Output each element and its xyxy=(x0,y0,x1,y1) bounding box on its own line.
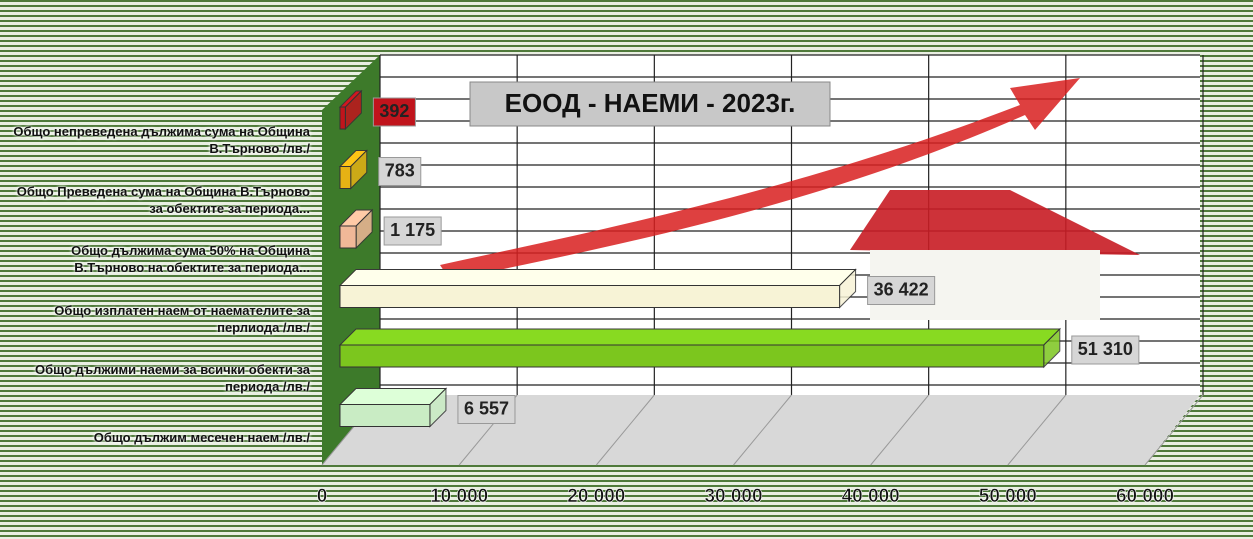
x-tick-label: 20 000 xyxy=(567,486,625,507)
value-label: 783 xyxy=(385,160,415,180)
value-label: 36 422 xyxy=(874,279,929,299)
bar-top xyxy=(338,269,857,286)
title-box xyxy=(469,81,831,127)
grid-line xyxy=(733,394,792,466)
category-label: Общо дължима сума 50% на Община В.Търнов… xyxy=(71,243,310,275)
value-label-box xyxy=(1071,335,1140,365)
x-tick-label: 50 000 xyxy=(979,486,1037,507)
bar xyxy=(339,166,352,189)
x-tick-label: 60 000 xyxy=(1116,486,1174,507)
grid-line xyxy=(870,394,930,466)
value-label-box xyxy=(383,216,442,246)
x-tick-label: 10 000 xyxy=(430,486,488,507)
grid-line xyxy=(595,394,655,466)
x-tick-label: 40 000 xyxy=(842,486,900,507)
category-label: Общо дължими наеми за всички обекти за п… xyxy=(35,362,310,394)
bar-top xyxy=(338,328,1062,346)
chart-title: ЕООД - НАЕМИ - 2023г. xyxy=(505,88,796,118)
value-label-box xyxy=(457,395,516,424)
bar xyxy=(339,225,357,249)
grid-line xyxy=(1144,394,1204,466)
category-label: Общо Преведена сума на Община В.Търново … xyxy=(16,183,310,216)
value-label: 392 xyxy=(379,101,409,121)
bar xyxy=(339,285,841,308)
category-label: Общо изплатен наем от наемателите за пер… xyxy=(54,302,310,335)
x-tick-label: 0 xyxy=(317,486,328,507)
floor xyxy=(322,395,1200,465)
bar xyxy=(339,404,431,427)
category-label: Общо дължим месечен наем /лв./ xyxy=(93,430,310,445)
bar-top xyxy=(338,388,448,405)
x-tick-label: 30 000 xyxy=(704,486,762,507)
decorative-arrow xyxy=(440,78,1080,280)
category-label: Общо непреведена дължима сума на Община … xyxy=(13,124,310,156)
value-label: 6 557 xyxy=(464,398,509,418)
bar xyxy=(339,344,1045,368)
bar xyxy=(339,106,346,130)
value-label-box xyxy=(378,157,422,186)
value-label-box xyxy=(372,97,416,127)
value-label: 51 310 xyxy=(1078,339,1133,359)
grid-line xyxy=(1007,394,1067,466)
decorative-roof xyxy=(850,190,1140,255)
value-label: 1 175 xyxy=(390,220,435,240)
value-label-box xyxy=(867,276,936,305)
